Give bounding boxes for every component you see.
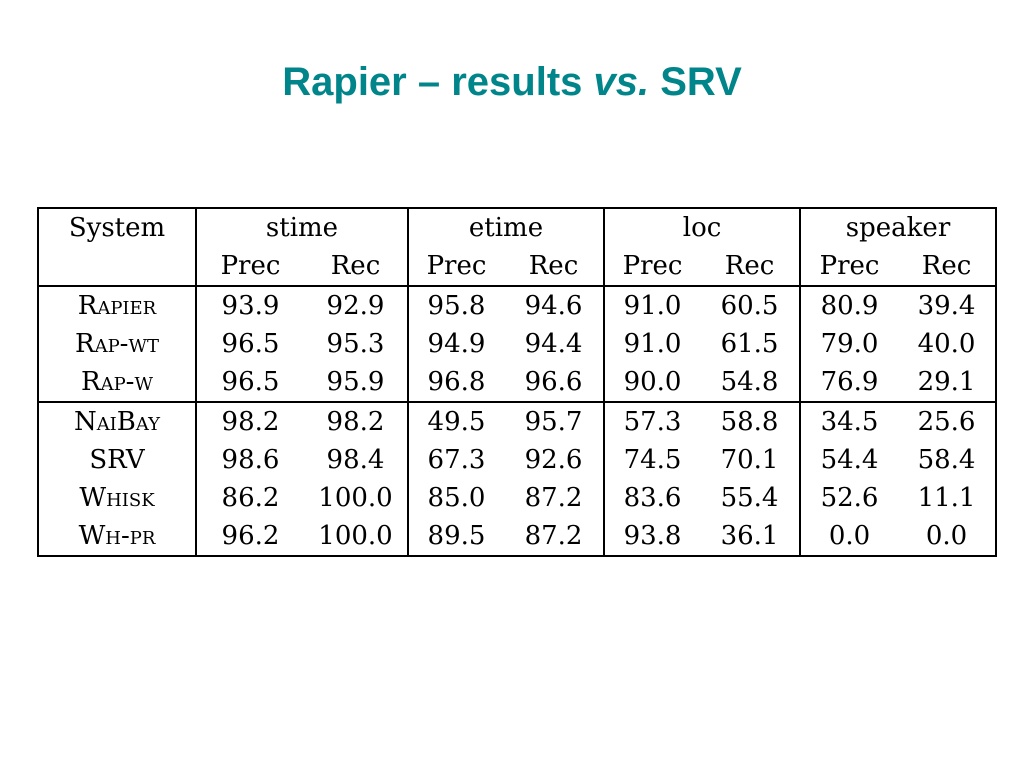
precision-value: 98.6 xyxy=(195,441,304,479)
table-row: NaiBay 98.2 98.2 49.5 95.7 57.3 58.8 34.5 25.6 xyxy=(38,402,996,441)
precision-value: 96.5 xyxy=(195,325,304,363)
empty-cell xyxy=(38,247,196,287)
recall-value: 25.6 xyxy=(917,407,976,437)
recall-value: 94.6 xyxy=(524,291,583,321)
precision-value: 85.0 xyxy=(407,479,504,517)
table-row: Rap-w 96.5 95.9 96.8 96.6 90.0 54.8 76.9 29.1 xyxy=(38,363,997,403)
precision-value: 94.9 xyxy=(407,325,504,363)
precision-value: 57.3 xyxy=(603,402,701,441)
recall-value: 96.6 xyxy=(504,363,605,403)
recall-value: 100.0 xyxy=(318,521,393,551)
subheader-rec: Rec xyxy=(898,247,997,287)
recall-value: 58.8 xyxy=(720,407,779,437)
recall-value: 95.7 xyxy=(524,407,583,437)
subheader-prec: Prec xyxy=(407,247,504,287)
precision-value: 54.4 xyxy=(799,441,899,479)
precision-value: 91.0 xyxy=(603,325,701,363)
recall-value: 87.2 xyxy=(524,521,583,551)
recall-value: 70.1 xyxy=(720,445,779,475)
precision-value: 86.2 xyxy=(195,479,304,517)
precision-value: 74.5 xyxy=(603,441,701,479)
group-header: loc xyxy=(603,208,801,247)
recall-value: 0.0 xyxy=(925,521,968,551)
subheader-prec: Prec xyxy=(799,247,899,287)
precision-value: 0.0 xyxy=(799,517,899,556)
recall-value: 29.1 xyxy=(898,363,997,403)
system-name: Rap-w xyxy=(38,363,196,403)
precision-value: 93.8 xyxy=(603,517,701,556)
subheader-prec: Prec xyxy=(603,247,701,287)
table-row: Wh-pr 96.2 100.0 89.5 87.2 93.8 36.1 0.0 0.0 xyxy=(38,517,996,556)
precision-value: 52.6 xyxy=(799,479,899,517)
precision-value: 90.0 xyxy=(603,363,701,403)
subheader-row: Prec Rec Prec Rec Prec Rec Prec Rec xyxy=(38,247,997,287)
system-name: SRV xyxy=(89,445,145,475)
title-part-1: Rapier – results xyxy=(282,60,594,104)
subheader-rec: Rec xyxy=(304,247,408,287)
recall-value: 92.9 xyxy=(326,291,385,321)
precision-value: 83.6 xyxy=(603,479,701,517)
system-name: Whisk xyxy=(79,483,155,513)
recall-value: 100.0 xyxy=(318,483,393,513)
system-name: Rapier xyxy=(77,291,157,321)
title-part-3: SRV xyxy=(649,60,742,104)
precision-value: 49.5 xyxy=(407,402,504,441)
recall-value: 95.9 xyxy=(304,363,408,403)
precision-value: 34.5 xyxy=(799,402,899,441)
recall-value: 40.0 xyxy=(917,329,976,359)
recall-value: 92.6 xyxy=(524,445,583,475)
table-row: Rap-wt 96.5 95.3 94.9 94.4 91.0 61.5 79.0 40.0 xyxy=(38,325,996,363)
precision-value: 91.0 xyxy=(603,286,701,325)
group-header: stime xyxy=(195,208,408,247)
recall-value: 58.4 xyxy=(917,445,976,475)
recall-value: 60.5 xyxy=(720,291,779,321)
table-row: Rapier 93.9 92.9 95.8 94.6 91.0 60.5 80.9 39.4 xyxy=(38,286,996,325)
precision-value: 76.9 xyxy=(799,363,899,403)
system-name: Wh-pr xyxy=(78,521,156,551)
recall-value: 98.4 xyxy=(326,445,385,475)
recall-value: 36.1 xyxy=(720,521,779,551)
system-name: NaiBay xyxy=(73,407,161,437)
precision-value: 98.2 xyxy=(195,402,304,441)
precision-value: 96.5 xyxy=(195,363,304,403)
results-table: System stime etime loc speaker Prec Rec … xyxy=(37,207,998,557)
recall-value: 54.8 xyxy=(700,363,801,403)
system-header: System xyxy=(68,213,166,243)
precision-value: 96.2 xyxy=(195,517,304,556)
precision-value: 93.9 xyxy=(195,286,304,325)
precision-value: 89.5 xyxy=(407,517,504,556)
recall-value: 11.1 xyxy=(917,483,976,513)
subheader-prec: Prec xyxy=(195,247,304,287)
system-name: Rap-wt xyxy=(75,329,159,359)
precision-value: 79.0 xyxy=(799,325,899,363)
table-row: SRV 98.6 98.4 67.3 92.6 74.5 70.1 54.4 58.4 xyxy=(38,441,996,479)
recall-value: 94.4 xyxy=(524,329,583,359)
precision-value: 80.9 xyxy=(799,286,899,325)
group-header: speaker xyxy=(799,208,997,247)
precision-value: 95.8 xyxy=(407,286,504,325)
recall-value: 95.3 xyxy=(326,329,385,359)
subheader-rec: Rec xyxy=(504,247,605,287)
table-row: Whisk 86.2 100.0 85.0 87.2 83.6 55.4 52.6 11.1 xyxy=(38,479,996,517)
subheader-rec: Rec xyxy=(700,247,801,287)
title-part-2: vs. xyxy=(593,60,650,104)
recall-value: 39.4 xyxy=(917,291,976,321)
recall-value: 98.2 xyxy=(326,407,385,437)
recall-value: 55.4 xyxy=(720,483,779,513)
group-header-row: System stime etime loc speaker xyxy=(38,208,997,247)
recall-value: 61.5 xyxy=(720,329,779,359)
precision-value: 67.3 xyxy=(407,441,504,479)
group-header: etime xyxy=(406,208,605,247)
precision-value: 96.8 xyxy=(407,363,504,403)
recall-value: 87.2 xyxy=(524,483,583,513)
slide-title: Rapier – results vs. SRV xyxy=(0,56,1024,108)
